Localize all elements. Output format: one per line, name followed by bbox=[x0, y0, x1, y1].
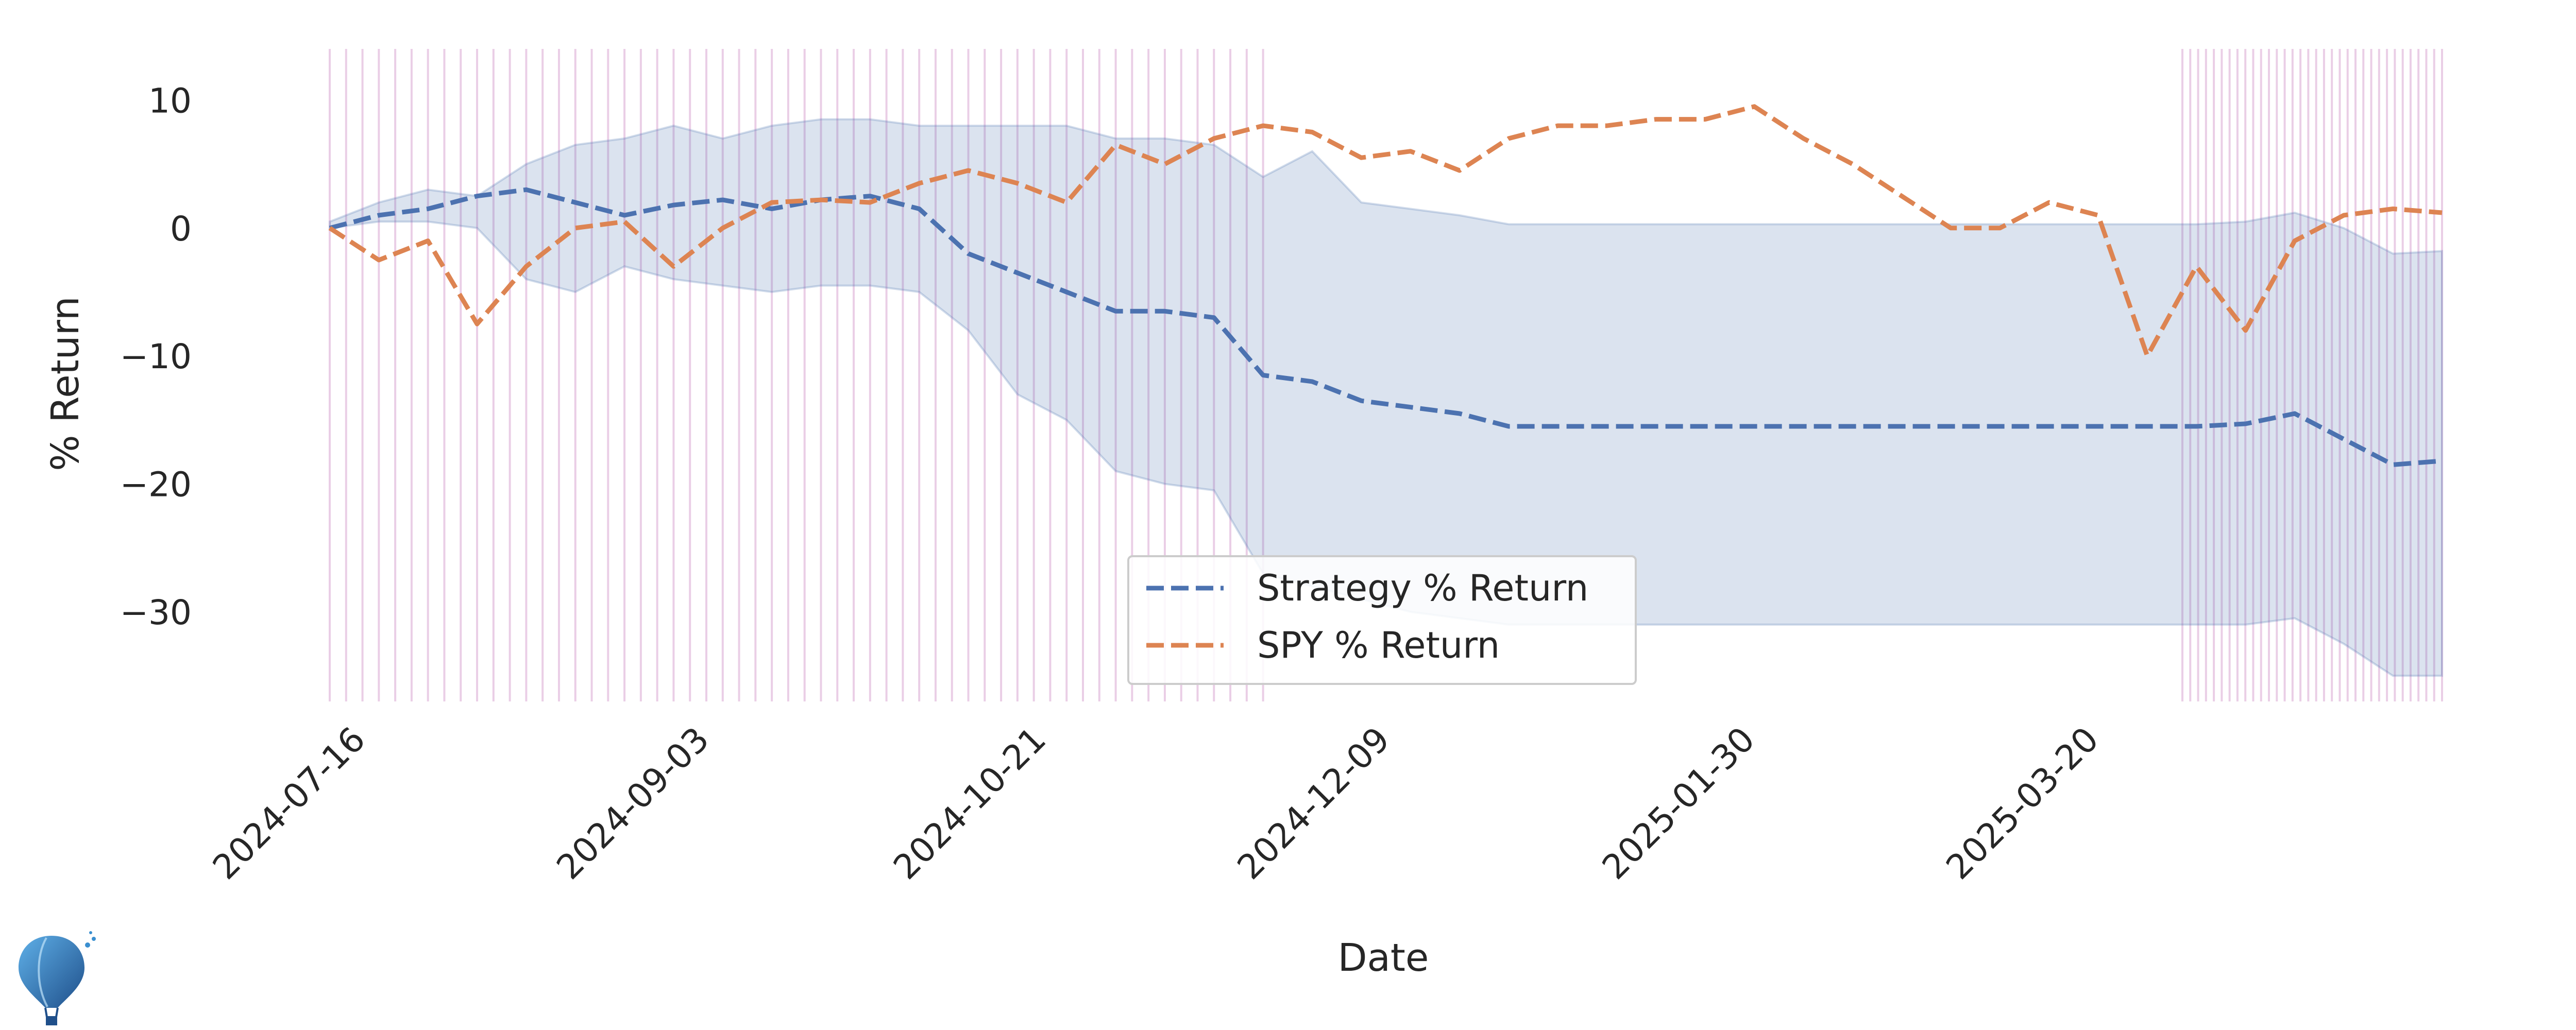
x-tick-label: 2025-03-20 bbox=[1939, 719, 2107, 887]
balloon-basket-icon bbox=[46, 1017, 57, 1025]
confidence-band-area bbox=[329, 118, 2443, 677]
x-tick-label: 2024-07-16 bbox=[205, 719, 373, 887]
x-tick-label: 2024-10-21 bbox=[886, 719, 1054, 887]
balloon-logo bbox=[19, 931, 96, 1025]
y-tick-label: 0 bbox=[170, 209, 192, 249]
series-lines bbox=[328, 104, 2443, 467]
balloon-envelope-icon bbox=[19, 936, 84, 1008]
shaded-periods bbox=[329, 49, 2443, 701]
x-tick-label: 2024-09-03 bbox=[549, 719, 717, 887]
y-axis-ticks: 10 0 −10 −20 −30 bbox=[120, 81, 192, 632]
legend-label-spy: SPY % Return bbox=[1257, 624, 1500, 666]
legend-box bbox=[1127, 555, 1637, 685]
legend: Strategy % Return SPY % Return bbox=[1127, 555, 1637, 685]
legend-label-strategy: Strategy % Return bbox=[1257, 567, 1588, 609]
y-tick-label: −30 bbox=[120, 593, 192, 632]
x-axis-label: Date bbox=[1338, 936, 1429, 980]
series-line-strategy-return bbox=[329, 187, 2443, 467]
y-tick-label: 10 bbox=[148, 81, 192, 121]
series-line-spy-return bbox=[328, 104, 2443, 358]
x-tick-label: 2025-01-30 bbox=[1595, 719, 1762, 887]
y-tick-label: −20 bbox=[120, 465, 192, 505]
x-tick-label: 2024-12-09 bbox=[1230, 719, 1398, 887]
y-axis-label: % Return bbox=[43, 296, 88, 471]
confidence-band bbox=[329, 118, 2443, 677]
x-axis-ticks: 2024-07-16 2024-09-03 2024-10-21 2024-12-09… bbox=[205, 719, 2106, 887]
y-tick-label: −10 bbox=[120, 337, 192, 376]
